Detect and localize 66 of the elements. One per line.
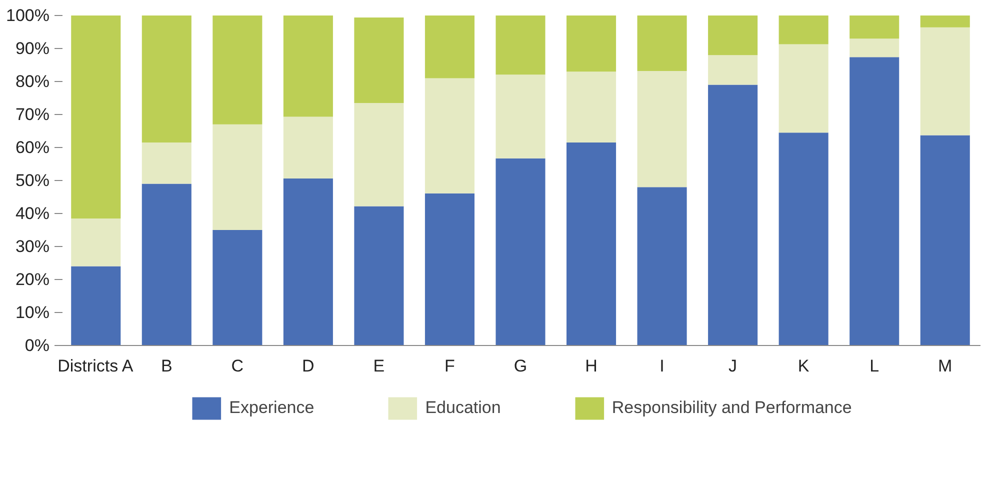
x-tick-label: F bbox=[444, 356, 455, 376]
y-tick-label: 0% bbox=[24, 336, 50, 355]
x-tick-label: B bbox=[160, 356, 172, 376]
bar bbox=[637, 70, 687, 188]
bar bbox=[850, 38, 900, 58]
y-tick-label: 90% bbox=[15, 39, 50, 58]
bar bbox=[850, 16, 900, 39]
y-tick-label: 10% bbox=[15, 303, 50, 322]
bar bbox=[424, 16, 474, 78]
bar bbox=[354, 206, 404, 346]
legend-label: Education bbox=[425, 398, 501, 418]
bar bbox=[142, 184, 192, 346]
x-tick-label: I bbox=[660, 356, 664, 376]
x-tick-label: J bbox=[728, 356, 738, 376]
y-tick-label: 100% bbox=[6, 6, 50, 25]
bar bbox=[71, 218, 121, 266]
bar bbox=[212, 16, 262, 124]
x-tick-label: Districts A bbox=[58, 356, 134, 376]
bar bbox=[637, 187, 687, 346]
bar bbox=[142, 16, 192, 143]
x-tick-label: M bbox=[938, 356, 952, 376]
bar bbox=[496, 74, 546, 158]
x-tick-label: D bbox=[302, 356, 314, 376]
bar bbox=[71, 16, 121, 218]
bar bbox=[708, 55, 758, 85]
bar bbox=[637, 16, 687, 71]
y-tick-label: 50% bbox=[15, 171, 50, 190]
bar bbox=[283, 178, 333, 346]
x-tick-label: E bbox=[373, 356, 385, 376]
bar bbox=[283, 116, 333, 179]
y-tick-label: 70% bbox=[15, 105, 50, 124]
x-tick-label: L bbox=[870, 356, 880, 376]
bar bbox=[778, 16, 828, 44]
x-tick-label: G bbox=[514, 356, 528, 376]
bar bbox=[708, 84, 758, 346]
bar bbox=[920, 27, 970, 136]
bar bbox=[496, 158, 546, 346]
x-tick-label: C bbox=[231, 356, 244, 376]
y-tick-label: 20% bbox=[15, 270, 50, 289]
legend-label: Experience bbox=[229, 398, 314, 418]
bar bbox=[920, 16, 970, 28]
bar bbox=[71, 266, 121, 346]
bar bbox=[212, 124, 262, 230]
bar bbox=[496, 16, 546, 75]
bar bbox=[566, 16, 616, 72]
bar bbox=[142, 142, 192, 184]
x-tick-label: H bbox=[585, 356, 598, 376]
bar bbox=[424, 193, 474, 346]
bar bbox=[566, 142, 616, 346]
y-tick-label: 80% bbox=[15, 72, 50, 91]
bar bbox=[354, 17, 404, 103]
bar bbox=[778, 132, 828, 346]
y-tick-label: 60% bbox=[15, 138, 50, 157]
y-tick-label: 40% bbox=[15, 204, 50, 223]
bar bbox=[850, 57, 900, 346]
bar bbox=[708, 16, 758, 56]
bar bbox=[778, 44, 828, 133]
x-tick-label: K bbox=[798, 356, 810, 376]
bar bbox=[920, 135, 970, 346]
bar bbox=[212, 230, 262, 346]
bar bbox=[424, 78, 474, 194]
y-tick-label: 30% bbox=[15, 237, 50, 256]
bar bbox=[566, 72, 616, 143]
bar bbox=[283, 16, 333, 117]
bar bbox=[354, 102, 404, 206]
legend-label: Responsibility and Performance bbox=[612, 398, 852, 418]
